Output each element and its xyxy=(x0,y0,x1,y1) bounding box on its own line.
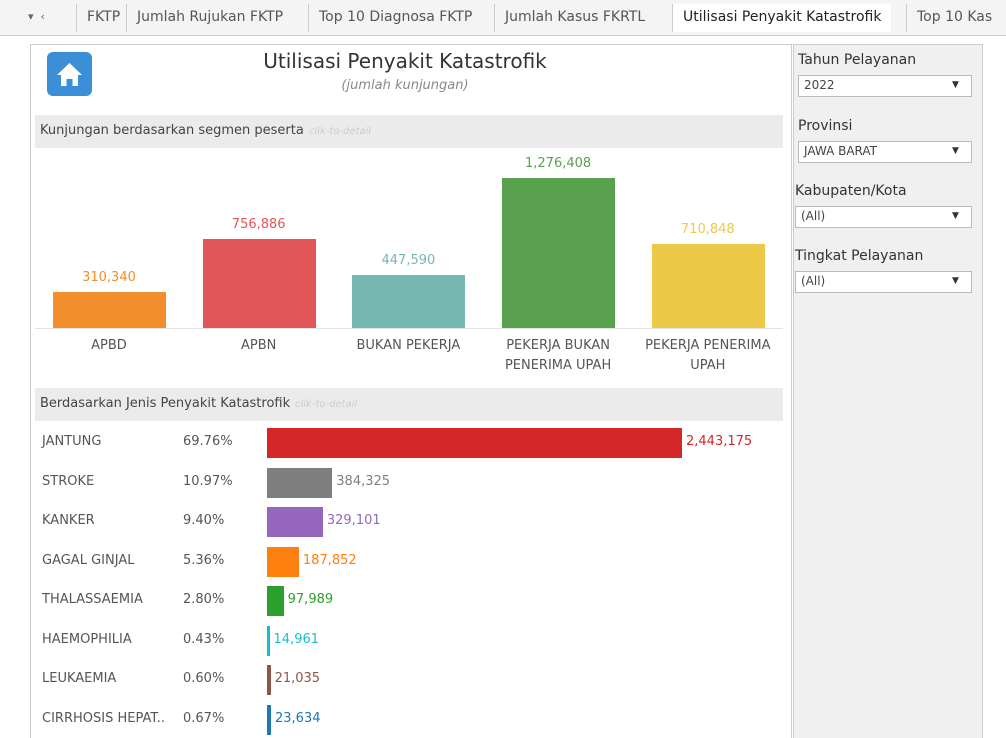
share-label: 5.36% xyxy=(183,552,225,568)
share-label: 0.60% xyxy=(183,671,225,686)
bar xyxy=(267,625,270,656)
subtitle: (jumlah kunjungan) xyxy=(341,78,469,93)
category-label: PEKERJA BUKAN PENERIMA UPAH xyxy=(504,338,612,373)
tab[interactable]: Top 10 Kas xyxy=(906,4,1002,32)
bar xyxy=(267,428,682,458)
tab[interactable]: Jumlah Rujukan FKTP xyxy=(126,4,293,32)
filter-dropdown[interactable]: JAWA BARAT xyxy=(798,141,972,163)
baseline xyxy=(35,328,783,329)
filter-dropdown[interactable]: 2022 xyxy=(798,75,972,97)
dropdown-arrow: ▼ xyxy=(952,211,959,221)
category-label: HAEMOPHILIA xyxy=(42,631,132,647)
value-label: 1,276,408 xyxy=(525,156,592,171)
share-label: 0.67% xyxy=(183,710,225,726)
home-icon[interactable] xyxy=(47,52,92,96)
category-label: APBN xyxy=(240,338,277,353)
value-label: 329,101 xyxy=(326,513,381,528)
bar xyxy=(267,546,299,577)
category-label: STROKE xyxy=(42,473,95,489)
share-label: 9.40% xyxy=(183,513,225,528)
section-title: Berdasarkan Jenis Penyakit Katastrofik xyxy=(40,396,291,411)
bar xyxy=(502,178,616,328)
bar xyxy=(53,291,166,328)
bar xyxy=(267,467,333,498)
section-header xyxy=(35,388,783,421)
filter-label: Kabupaten/Kota xyxy=(795,183,907,199)
tab[interactable]: FKTP xyxy=(76,4,130,32)
tab[interactable]: Top 10 Diagnosa FKTP xyxy=(308,4,482,32)
category-label: KANKER xyxy=(42,513,95,528)
filter-label: Provinsi xyxy=(798,118,853,134)
bar xyxy=(267,665,271,695)
filter-label: Tingkat Pelayanan xyxy=(795,248,924,264)
section-title: Kunjungan berdasarkan segmen peserta xyxy=(40,123,304,138)
category-label: BUKAN PEKERJA xyxy=(356,338,461,353)
share-label: 0.43% xyxy=(183,631,225,647)
dropdown-arrow: ▼ xyxy=(952,80,959,90)
bar xyxy=(651,244,765,328)
home-glyph xyxy=(57,63,82,86)
bar xyxy=(267,586,284,616)
tab[interactable]: Jumlah Kasus FKRTL xyxy=(494,4,655,32)
value-label: 710,848 xyxy=(680,222,735,238)
bar xyxy=(267,704,271,735)
category-label: PEKERJA PENERIMA UPAH xyxy=(645,338,771,373)
filter-dropdown[interactable]: (All) xyxy=(795,271,972,293)
dropdown-arrow: ▼ xyxy=(952,276,959,286)
category-label: APBD xyxy=(91,338,127,353)
section-hint: clik-to-detail xyxy=(309,126,372,137)
category-label: CIRRHOSIS HEPAT.. xyxy=(42,710,165,726)
bar xyxy=(267,507,323,537)
value-label: 97,989 xyxy=(287,592,334,607)
dropdown-arrow: ▼ xyxy=(952,146,959,156)
bar xyxy=(352,275,466,328)
value-label: 21,035 xyxy=(274,671,321,686)
bar xyxy=(202,239,316,328)
tab[interactable]: Utilisasi Penyakit Katastrofik xyxy=(672,4,892,32)
value-label: 14,961 xyxy=(273,631,320,647)
share-label: 69.76% xyxy=(183,434,233,449)
category-label: LEUKAEMIA xyxy=(42,671,117,686)
filter-dropdown[interactable]: (All) xyxy=(795,206,972,228)
share-label: 10.97% xyxy=(183,473,233,489)
category-label: GAGAL GINJAL xyxy=(42,552,135,568)
category-label: JANTUNG xyxy=(42,434,102,449)
section-hint: clik-to-detail xyxy=(295,399,358,410)
value-label: 384,325 xyxy=(336,473,391,489)
title: Utilisasi Penyakit Katastrofik xyxy=(263,49,547,73)
value-label: 447,590 xyxy=(381,253,436,269)
share-label: 2.80% xyxy=(183,592,225,607)
value-label: 23,634 xyxy=(275,710,321,726)
value-label: 310,340 xyxy=(82,269,136,285)
value-label: 2,443,175 xyxy=(686,434,753,449)
filter-label: Tahun Pelayanan xyxy=(798,52,917,68)
section-header xyxy=(35,115,783,148)
value-label: 756,886 xyxy=(231,217,286,233)
tab-menu[interactable]: ▾ ‹ xyxy=(28,10,45,23)
value-label: 187,852 xyxy=(302,552,357,568)
category-label: THALASSAEMIA xyxy=(42,592,143,607)
